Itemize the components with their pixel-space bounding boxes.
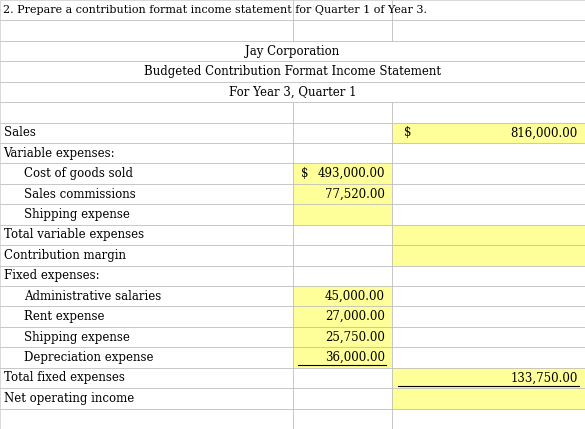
Text: 493,000.00: 493,000.00: [318, 167, 385, 180]
Text: Depreciation expense: Depreciation expense: [24, 351, 153, 364]
Text: 45,000.00: 45,000.00: [325, 290, 385, 303]
Text: Sales commissions: Sales commissions: [24, 187, 136, 201]
Bar: [0, 143, 292, 163]
Bar: [292, 163, 392, 184]
Bar: [392, 184, 585, 204]
Bar: [392, 327, 585, 347]
Bar: [292, 21, 392, 41]
Bar: [0, 123, 292, 143]
Bar: [292, 143, 392, 163]
Bar: [392, 0, 585, 21]
Text: $: $: [301, 167, 309, 180]
Text: Contribution margin: Contribution margin: [4, 249, 126, 262]
Text: Fixed expenses:: Fixed expenses:: [4, 269, 99, 282]
Bar: [292, 225, 392, 245]
Text: Total fixed expenses: Total fixed expenses: [4, 372, 125, 384]
Bar: [392, 368, 585, 388]
Bar: [392, 204, 585, 225]
Bar: [0, 82, 585, 102]
Bar: [0, 61, 585, 82]
Text: 27,000.00: 27,000.00: [325, 310, 385, 323]
Bar: [0, 327, 292, 347]
Bar: [292, 327, 392, 347]
Bar: [392, 245, 585, 266]
Bar: [392, 408, 585, 429]
Text: 25,750.00: 25,750.00: [325, 331, 385, 344]
Bar: [392, 306, 585, 327]
Bar: [392, 225, 585, 245]
Bar: [0, 347, 292, 368]
Bar: [392, 347, 585, 368]
Text: Cost of goods sold: Cost of goods sold: [24, 167, 133, 180]
Text: Jay Corporation: Jay Corporation: [245, 45, 340, 57]
Bar: [0, 102, 292, 123]
Bar: [0, 204, 292, 225]
Bar: [392, 388, 585, 408]
Bar: [0, 163, 292, 184]
Bar: [0, 408, 292, 429]
Text: Total variable expenses: Total variable expenses: [4, 228, 144, 242]
Text: $: $: [404, 126, 411, 139]
Bar: [292, 286, 392, 306]
Bar: [392, 368, 585, 388]
Text: Administrative salaries: Administrative salaries: [24, 290, 161, 303]
Bar: [292, 204, 392, 225]
Bar: [0, 286, 292, 306]
Bar: [0, 388, 292, 408]
Text: Shipping expense: Shipping expense: [24, 331, 130, 344]
Bar: [392, 286, 585, 306]
Text: Variable expenses:: Variable expenses:: [4, 147, 115, 160]
Bar: [292, 286, 392, 306]
Bar: [292, 204, 392, 225]
Text: Sales: Sales: [4, 126, 35, 139]
Bar: [292, 347, 392, 368]
Bar: [292, 0, 392, 21]
Bar: [0, 266, 292, 286]
Bar: [392, 266, 585, 286]
Bar: [392, 388, 585, 408]
Bar: [392, 225, 585, 245]
Bar: [292, 266, 392, 286]
Text: Shipping expense: Shipping expense: [24, 208, 130, 221]
Bar: [0, 184, 292, 204]
Bar: [292, 368, 392, 388]
Bar: [0, 306, 292, 327]
Bar: [292, 347, 392, 368]
Text: Rent expense: Rent expense: [24, 310, 105, 323]
Text: 2. Prepare a contribution format income statement for Quarter 1 of Year 3.: 2. Prepare a contribution format income …: [3, 5, 427, 15]
Bar: [0, 368, 292, 388]
Bar: [292, 408, 392, 429]
Bar: [0, 225, 292, 245]
Bar: [0, 21, 292, 41]
Text: 77,520.00: 77,520.00: [325, 187, 385, 201]
Bar: [292, 102, 392, 123]
Bar: [392, 123, 585, 143]
Text: 133,750.00: 133,750.00: [511, 372, 578, 384]
Bar: [292, 184, 392, 204]
Bar: [392, 21, 585, 41]
Bar: [0, 245, 292, 266]
Bar: [292, 163, 392, 184]
Text: For Year 3, Quarter 1: For Year 3, Quarter 1: [229, 85, 356, 98]
Bar: [0, 0, 292, 21]
Bar: [0, 41, 585, 61]
Bar: [292, 245, 392, 266]
Bar: [292, 306, 392, 327]
Text: 816,000.00: 816,000.00: [511, 126, 578, 139]
Bar: [392, 245, 585, 266]
Bar: [392, 102, 585, 123]
Bar: [292, 306, 392, 327]
Bar: [392, 123, 585, 143]
Bar: [392, 143, 585, 163]
Bar: [292, 184, 392, 204]
Text: Budgeted Contribution Format Income Statement: Budgeted Contribution Format Income Stat…: [144, 65, 441, 78]
Text: 36,000.00: 36,000.00: [325, 351, 385, 364]
Bar: [292, 388, 392, 408]
Bar: [292, 327, 392, 347]
Bar: [392, 163, 585, 184]
Text: Net operating income: Net operating income: [4, 392, 134, 405]
Bar: [292, 123, 392, 143]
